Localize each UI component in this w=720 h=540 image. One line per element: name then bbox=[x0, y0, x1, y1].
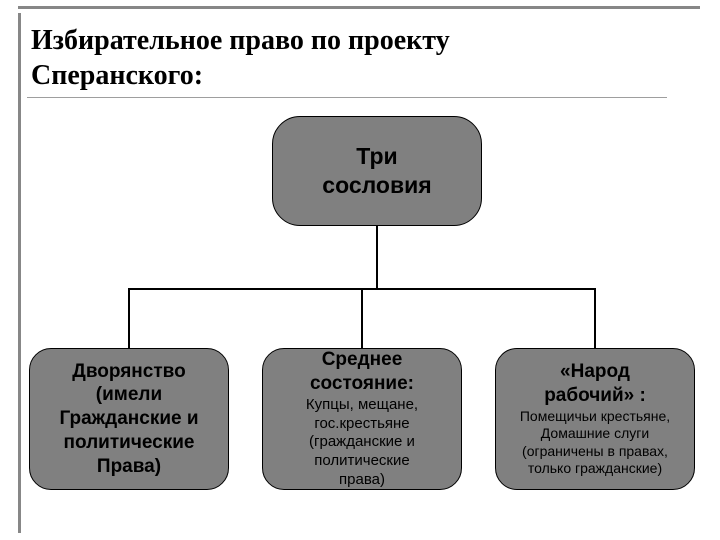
root-label: Трисословия bbox=[322, 142, 431, 200]
child-node-2: «Народрабочий» : Помещичьи крестьяне,Дом… bbox=[495, 348, 695, 490]
title-line-1: Избирательное право по проекту bbox=[31, 25, 450, 56]
child-node-1: Среднеесостояние: Купцы, мещане,гос.крес… bbox=[262, 348, 462, 490]
root-node: Трисословия bbox=[272, 116, 482, 226]
child-title-0: Дворянство(имелиГражданские иполитически… bbox=[59, 360, 198, 479]
child-title-2: «Народрабочий» : bbox=[544, 360, 646, 408]
connector-drop-2 bbox=[594, 288, 596, 348]
slide-title: Избирательное право по проекту Сперанско… bbox=[27, 23, 700, 93]
slide-inner: Избирательное право по проекту Сперанско… bbox=[18, 13, 700, 533]
slide-frame: Избирательное право по проекту Сперанско… bbox=[18, 6, 700, 533]
connector-drop-1 bbox=[361, 288, 363, 348]
org-diagram: Трисословия Дворянство(имелиГражданские … bbox=[27, 98, 687, 498]
title-line-2: Сперанского: bbox=[31, 60, 203, 91]
child-sub-2: Помещичьи крестьяне,Домашние слуги(огран… bbox=[520, 408, 670, 478]
connector-trunk bbox=[376, 226, 378, 288]
child-sub-1: Купцы, мещане,гос.крестьяне(гражданские … bbox=[306, 396, 418, 490]
connector-drop-0 bbox=[128, 288, 130, 348]
child-title-1: Среднеесостояние: bbox=[310, 348, 414, 396]
child-node-0: Дворянство(имелиГражданские иполитически… bbox=[29, 348, 229, 490]
